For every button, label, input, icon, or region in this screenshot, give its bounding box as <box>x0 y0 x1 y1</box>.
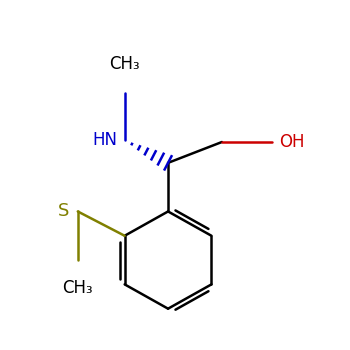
Text: CH₃: CH₃ <box>62 279 93 297</box>
Text: S: S <box>58 202 69 220</box>
Text: OH: OH <box>279 133 304 151</box>
Text: HN: HN <box>93 131 118 149</box>
Text: CH₃: CH₃ <box>109 55 140 73</box>
